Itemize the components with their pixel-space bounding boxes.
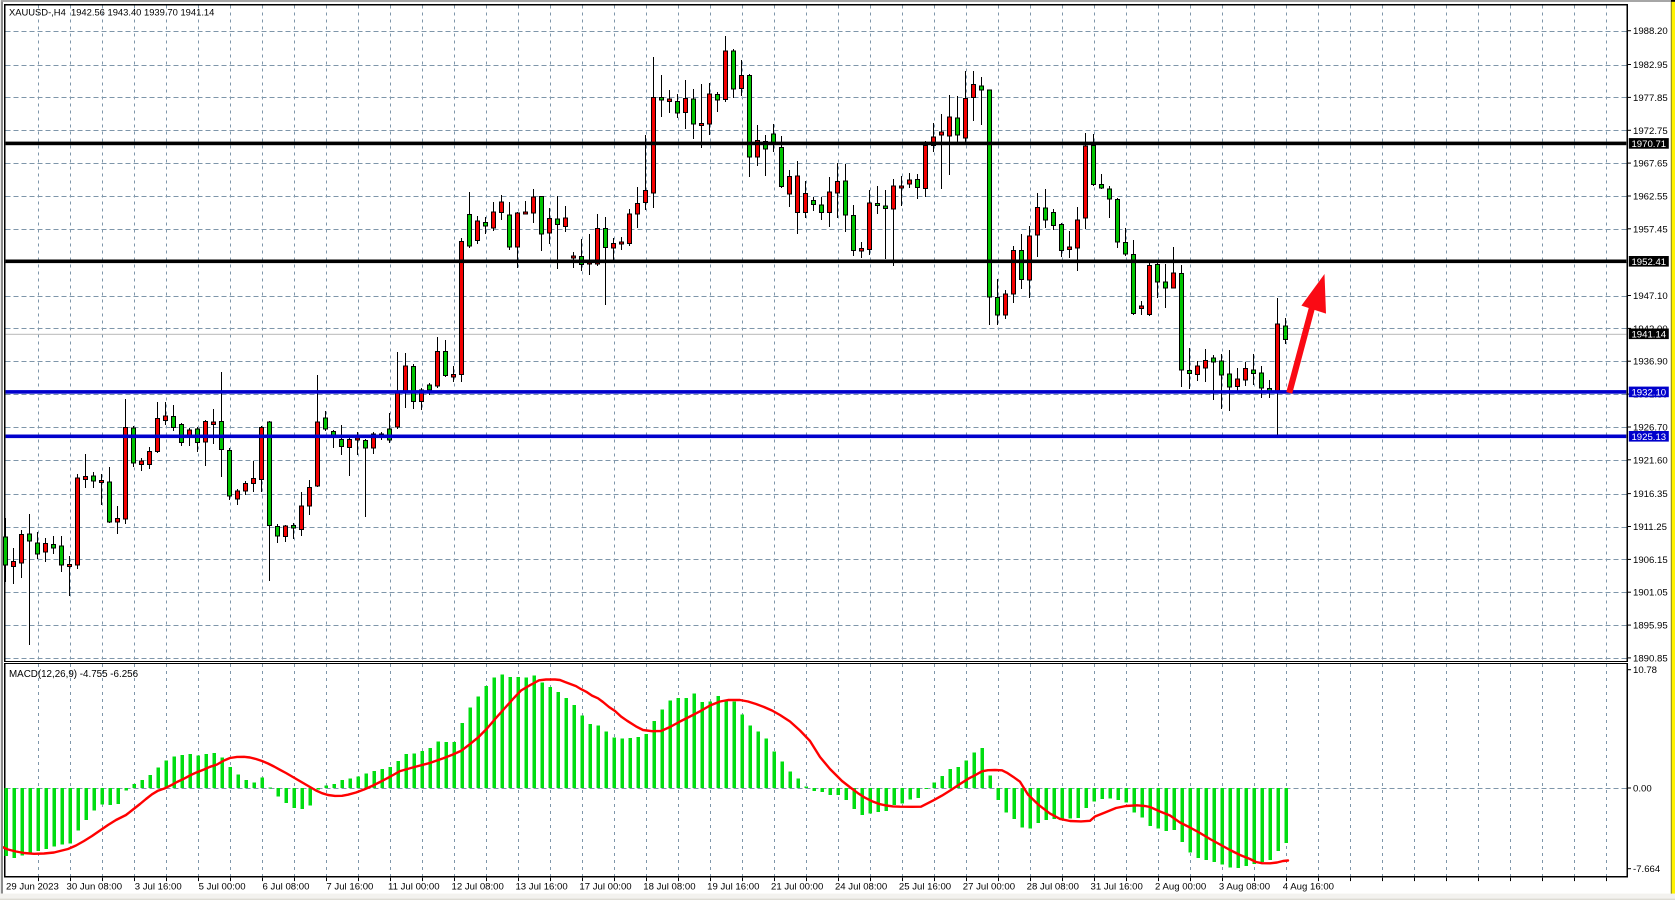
- svg-text:1916.35: 1916.35: [1633, 489, 1668, 500]
- svg-text:19 Jul 16:00: 19 Jul 16:00: [707, 882, 759, 893]
- svg-text:17 Jul 00:00: 17 Jul 00:00: [579, 882, 631, 893]
- svg-text:1925.13: 1925.13: [1631, 432, 1666, 443]
- svg-text:1952.41: 1952.41: [1631, 257, 1666, 268]
- svg-text:25 Jul 16:00: 25 Jul 16:00: [899, 882, 951, 893]
- svg-text:MACD(12,26,9) -4.755 -6.256: MACD(12,26,9) -4.755 -6.256: [9, 669, 139, 680]
- svg-text:4 Aug 16:00: 4 Aug 16:00: [1283, 882, 1334, 893]
- svg-text:1988.20: 1988.20: [1633, 26, 1668, 37]
- svg-text:1970.71: 1970.71: [1631, 139, 1666, 150]
- svg-text:1906.15: 1906.15: [1633, 555, 1668, 566]
- svg-text:28 Jul 08:00: 28 Jul 08:00: [1027, 882, 1079, 893]
- svg-text:XAUUSD-,H4 1942.56 1943.40 19: XAUUSD-,H4 1942.56 1943.40 1939.70 1941.…: [9, 7, 214, 18]
- svg-text:21 Jul 00:00: 21 Jul 00:00: [771, 882, 823, 893]
- svg-text:5 Jul 00:00: 5 Jul 00:00: [199, 882, 246, 893]
- svg-text:1972.75: 1972.75: [1633, 126, 1668, 137]
- svg-text:1921.60: 1921.60: [1633, 455, 1668, 466]
- svg-text:1936.90: 1936.90: [1633, 357, 1668, 368]
- svg-text:30 Jun 08:00: 30 Jun 08:00: [67, 882, 122, 893]
- svg-text:24 Jul 08:00: 24 Jul 08:00: [835, 882, 887, 893]
- svg-text:1962.55: 1962.55: [1633, 192, 1668, 203]
- svg-text:1926.70: 1926.70: [1633, 423, 1668, 434]
- svg-text:1977.85: 1977.85: [1633, 93, 1668, 104]
- svg-text:13 Jul 16:00: 13 Jul 16:00: [515, 882, 567, 893]
- svg-text:29 Jun 2023: 29 Jun 2023: [6, 882, 59, 893]
- svg-text:1967.65: 1967.65: [1633, 159, 1668, 170]
- svg-text:1895.95: 1895.95: [1633, 621, 1668, 632]
- svg-text:12 Jul 08:00: 12 Jul 08:00: [452, 882, 504, 893]
- svg-text:0.00: 0.00: [1633, 784, 1652, 795]
- svg-text:-7.664: -7.664: [1633, 864, 1661, 875]
- svg-text:31 Jul 16:00: 31 Jul 16:00: [1091, 882, 1143, 893]
- svg-text:18 Jul 08:00: 18 Jul 08:00: [643, 882, 695, 893]
- svg-text:1957.45: 1957.45: [1633, 224, 1668, 235]
- svg-text:3 Jul 16:00: 3 Jul 16:00: [135, 882, 182, 893]
- svg-text:6 Jul 08:00: 6 Jul 08:00: [263, 882, 310, 893]
- svg-text:2 Aug 00:00: 2 Aug 00:00: [1155, 882, 1206, 893]
- svg-text:1947.10: 1947.10: [1633, 291, 1668, 302]
- svg-text:1890.85: 1890.85: [1633, 653, 1668, 664]
- svg-text:1901.05: 1901.05: [1633, 588, 1668, 599]
- svg-text:11 Jul 00:00: 11 Jul 00:00: [388, 882, 440, 893]
- svg-text:1911.25: 1911.25: [1633, 522, 1667, 533]
- svg-text:10.78: 10.78: [1633, 665, 1657, 676]
- svg-text:7 Jul 16:00: 7 Jul 16:00: [326, 882, 373, 893]
- svg-text:3 Aug 08:00: 3 Aug 08:00: [1219, 882, 1270, 893]
- svg-text:1982.95: 1982.95: [1633, 60, 1668, 71]
- svg-text:27 Jul 00:00: 27 Jul 00:00: [963, 882, 1015, 893]
- svg-text:1932.10: 1932.10: [1631, 387, 1666, 398]
- svg-text:1941.14: 1941.14: [1631, 329, 1666, 340]
